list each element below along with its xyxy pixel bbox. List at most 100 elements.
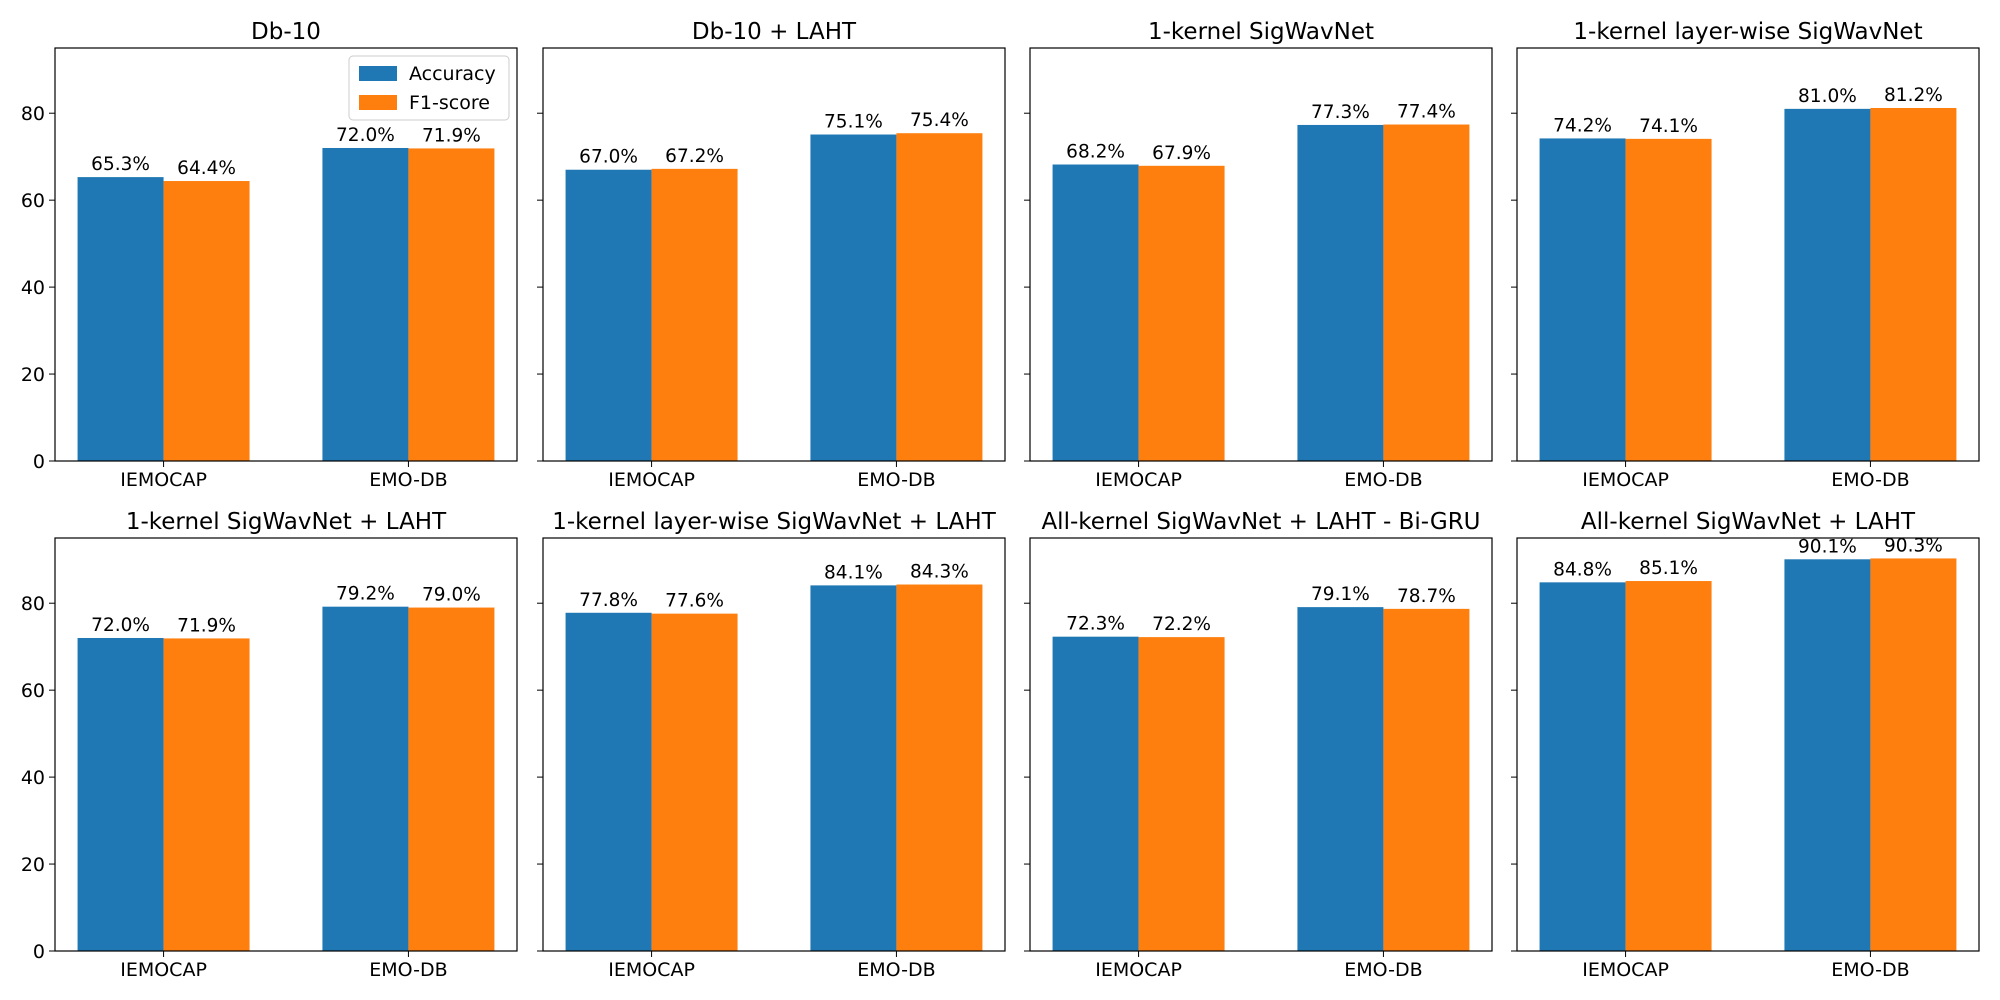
bar-f1-score-emo-db [1383,608,1470,951]
legend: Accuracy F1-score [348,55,510,121]
chart-title: 1-kernel layer-wise SigWavNet + LAHT [552,509,996,535]
data-label: 72.0% [91,615,150,636]
data-label: 79.1% [1311,584,1370,605]
bar-f1-score-iemocap [163,181,250,461]
chart-panel-6: 1-kernel layer-wise SigWavNet + LAHT 77.8… [537,509,1006,981]
bar-accuracy-emo-db [1297,607,1384,951]
y-tick-label: 80 [21,103,45,125]
chart-panel-8: All-kernel SigWavNet + LAHT 84.8% 85.1% IEM… [1511,509,1980,981]
x-tick-label: EMO-DB [857,959,935,981]
y-tick-label: 60 [21,680,45,702]
bar-accuracy-emo-db [1784,559,1871,951]
axes-frame [542,47,1006,462]
data-label: 81.0% [1798,86,1857,107]
data-label: 90.1% [1798,536,1857,557]
x-tick-label: IEMOCAP [608,469,695,491]
axes-frame [1516,47,1980,462]
data-label: 72.3% [1066,614,1125,635]
x-tick-label: IEMOCAP [120,469,207,491]
axes-frame [542,537,1006,952]
bar-f1-score-emo-db [896,133,983,461]
y-tick-label: 20 [21,854,45,876]
data-label: 84.3% [910,562,969,583]
legend-swatch [359,66,397,81]
data-label: 64.4% [177,158,236,179]
y-tick-label: 60 [21,190,45,212]
bar-f1-score-iemocap [1625,138,1712,462]
data-label: 72.0% [336,125,395,146]
data-label: 77.6% [665,591,724,612]
bar-accuracy-iemocap [1539,582,1626,951]
bar-f1-score-emo-db [408,148,495,462]
data-label: 67.2% [665,146,724,167]
bar-accuracy-iemocap [565,169,652,461]
chart-title: Db-10 [251,19,321,45]
x-tick-label: EMO-DB [1831,959,1909,981]
axes-frame [1516,537,1980,952]
bar-f1-score-emo-db [896,584,983,951]
chart-title: 1-kernel SigWavNet + LAHT [126,509,447,535]
chart-title: 1-kernel SigWavNet [1148,19,1374,45]
chart-panel-4: 1-kernel layer-wise SigWavNet 74.2% 74.1% I… [1511,19,1980,491]
bar-accuracy-emo-db [1297,124,1384,461]
bar-accuracy-emo-db [810,585,897,951]
legend-label: Accuracy [409,63,496,85]
y-tick-label: 40 [21,277,45,299]
data-label: 84.8% [1553,559,1612,580]
y-tick-label: 40 [21,767,45,789]
bar-f1-score-emo-db [1870,107,1957,461]
axes-frame [1029,537,1493,952]
bar-f1-score-iemocap [651,168,738,461]
x-tick-label: EMO-DB [1344,469,1422,491]
chart-panel-7: All-kernel SigWavNet + LAHT - Bi-GRU 72.3… [1024,509,1493,981]
data-label: 77.8% [579,590,638,611]
x-tick-label: EMO-DB [369,959,447,981]
bar-accuracy-iemocap [77,177,164,462]
chart-title: All-kernel SigWavNet + LAHT - Bi-GRU [1041,509,1480,535]
data-label: 68.2% [1066,142,1125,163]
bar-accuracy-emo-db [322,147,409,461]
bar-f1-score-iemocap [651,613,738,951]
data-label: 77.4% [1397,102,1456,123]
data-label: 85.1% [1639,558,1698,579]
y-tick-label: 0 [33,941,45,963]
bar-accuracy-emo-db [1784,108,1871,461]
y-tick-label: 80 [21,593,45,615]
bar-f1-score-iemocap [1138,637,1225,951]
data-label: 75.1% [824,112,883,133]
data-label: 65.3% [91,154,150,175]
bar-accuracy-iemocap [77,637,164,951]
x-tick-label: IEMOCAP [1095,469,1182,491]
x-tick-label: IEMOCAP [1582,469,1669,491]
legend-label: F1-score [409,92,490,114]
bar-accuracy-iemocap [565,612,652,951]
bar-f1-score-emo-db [408,607,495,951]
data-label: 71.9% [177,615,236,636]
chart-panel-5: 1-kernel SigWavNet + LAHT 72.0% 71.9% IEMOC… [21,509,518,981]
chart-title: All-kernel SigWavNet + LAHT [1581,509,1916,535]
bar-accuracy-emo-db [810,134,897,461]
data-label: 67.0% [579,147,638,168]
bar-accuracy-emo-db [322,606,409,951]
chart-title: 1-kernel layer-wise SigWavNet [1573,19,1922,45]
y-tick-label: 20 [21,364,45,386]
bar-f1-score-iemocap [1625,581,1712,951]
data-label: 79.2% [336,584,395,605]
data-label: 71.9% [422,125,481,146]
bar-accuracy-iemocap [1052,164,1139,462]
data-label: 72.2% [1152,614,1211,635]
data-label: 67.9% [1152,143,1211,164]
chart-panel-2: Db-10 + LAHT 67.0% 67.2% IEMOCAP 75.1% 75.4% E… [537,19,1006,491]
data-label: 78.7% [1397,586,1456,607]
data-label: 75.4% [910,110,969,131]
x-tick-label: IEMOCAP [1095,959,1182,981]
x-tick-label: EMO-DB [857,469,935,491]
bar-f1-score-iemocap [163,638,250,951]
bar-accuracy-iemocap [1052,636,1139,951]
data-label: 90.3% [1884,535,1943,556]
axes-frame [1029,47,1493,462]
x-tick-label: EMO-DB [1831,469,1909,491]
x-tick-label: EMO-DB [1344,959,1422,981]
data-label: 74.1% [1639,116,1698,137]
